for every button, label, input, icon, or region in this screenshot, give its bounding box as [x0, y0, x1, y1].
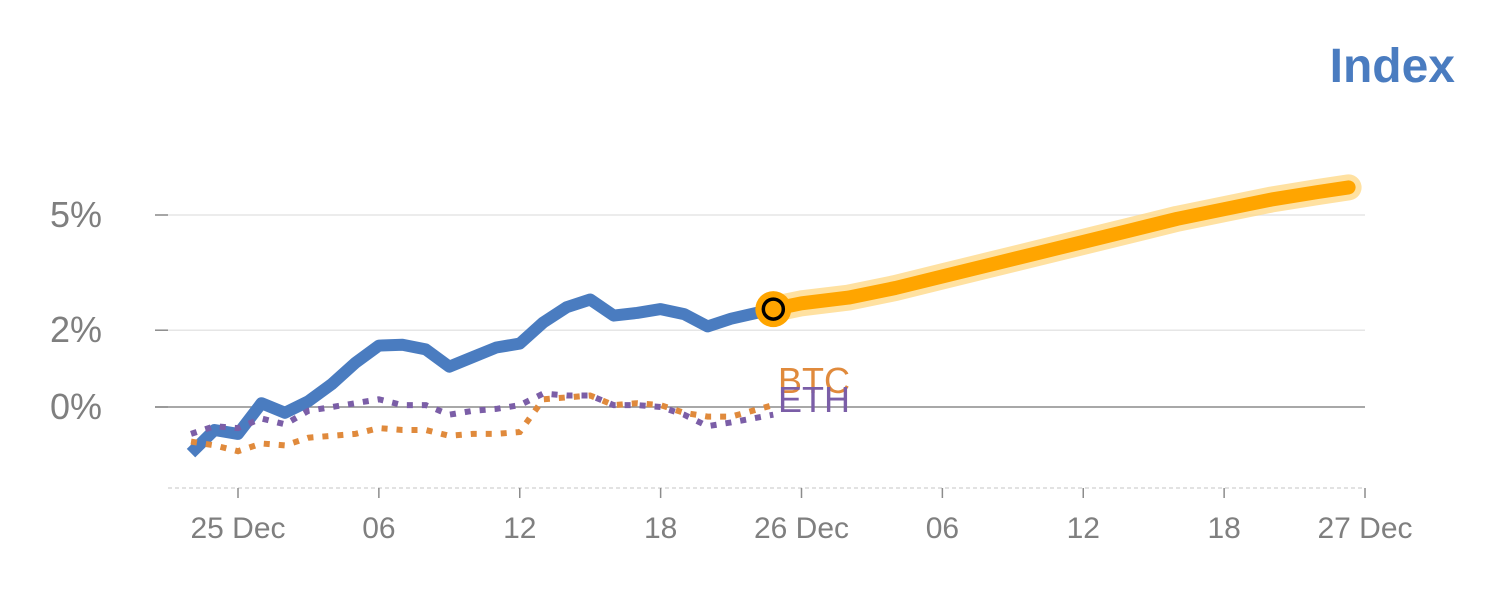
y-tick-label: 2%: [50, 309, 102, 350]
x-tick-label: 18: [644, 512, 677, 545]
y-tick-label: 5%: [50, 194, 102, 235]
forecast-start-marker: [755, 291, 792, 328]
x-tick-label: 06: [926, 512, 959, 545]
y-axis-ticks: 0% 2% 5%: [50, 194, 168, 427]
x-tick-label: 26 Dec: [754, 512, 849, 545]
forecast-line: [766, 180, 1356, 317]
series-label-btc: BTC: [778, 360, 850, 401]
series-label-eth: ETH: [778, 379, 850, 420]
series-line-btc: [190, 392, 775, 455]
y-tick-label: 0%: [50, 386, 102, 427]
x-tick-label: 12: [1067, 512, 1100, 545]
chart-title: Index: [1330, 40, 1456, 93]
marker-inner: [761, 297, 786, 321]
x-tick-label: 18: [1207, 512, 1240, 545]
x-tick-label: 25 Dec: [190, 512, 285, 545]
x-tick-label: 06: [362, 512, 395, 545]
x-tick-label: 27 Dec: [1317, 512, 1412, 545]
x-tick-label: 12: [503, 512, 536, 545]
series-lines: [186, 174, 1362, 458]
series-line-index: [186, 293, 775, 458]
x-axis-ticks: 25 Dec 06 12 18 26 Dec 06 12 18 27 Dec: [190, 488, 1413, 545]
